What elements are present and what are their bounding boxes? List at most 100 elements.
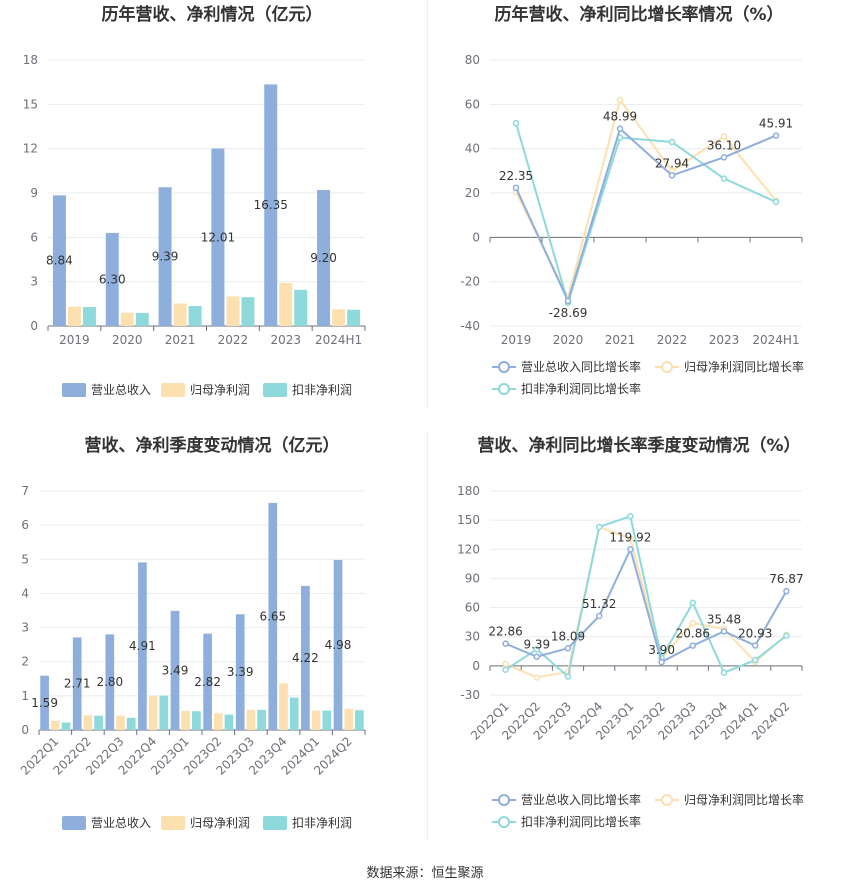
y-tick-label: 18 — [23, 53, 38, 67]
data-label: 12.01 — [201, 230, 235, 244]
x-tick-label: 2020 — [112, 333, 143, 347]
bar — [203, 633, 212, 730]
data-point — [533, 646, 541, 653]
chart-quarterly-growth-rate: 营收、净利同比增长率季度变动情况（%） -30 0 30 60 90 120 150 180 2… — [428, 430, 850, 850]
data-point — [783, 587, 790, 595]
chart-quarterly-revenue-profit: 营收、净利季度变动情况（亿元） 0 1 2 3 4 5 6 7 2022Q1 2022Q2 2022… — [0, 430, 425, 850]
legend-label: 扣非净利润 — [292, 816, 352, 830]
x-tick-label: 2022 — [218, 333, 249, 347]
data-point — [616, 125, 624, 132]
bar — [294, 289, 308, 326]
chart-title: 历年营收、净利同比增长率情况（%） — [494, 4, 783, 25]
data-point — [502, 666, 509, 673]
data-label: 36.10 — [707, 138, 741, 152]
y-tick-label: 1 — [21, 689, 29, 703]
legend-swatch — [161, 383, 185, 397]
data-label: 4.91 — [129, 639, 156, 653]
bar — [224, 714, 234, 730]
y-tick-label: 40 — [465, 142, 480, 156]
y-tick-label: 4 — [21, 586, 29, 600]
data-point — [689, 619, 697, 627]
bar — [61, 722, 71, 730]
legend-label: 营业总收入 — [91, 383, 151, 397]
data-point — [627, 535, 634, 542]
bar — [289, 697, 299, 730]
y-tick-label: 30 — [465, 630, 480, 644]
y-tick-label: 90 — [465, 571, 480, 585]
data-label: 2.71 — [64, 677, 91, 691]
y-tick-label: 80 — [465, 53, 480, 67]
x-tick-label: 2021 — [605, 333, 636, 347]
data-label: 8.84 — [46, 254, 73, 268]
legend-marker — [661, 794, 673, 806]
y-tick-label: 0 — [21, 723, 29, 737]
bar — [211, 148, 225, 326]
y-tick-label: 5 — [21, 552, 29, 566]
bar — [67, 306, 81, 326]
bar — [268, 502, 278, 730]
data-label: 119.92 — [609, 530, 651, 544]
data-label: 9.20 — [310, 251, 337, 265]
legend-swatch — [263, 383, 287, 397]
x-tick-label: 2023 — [709, 333, 740, 347]
data-point — [564, 673, 572, 680]
bar — [120, 312, 134, 326]
y-tick-label: 0 — [30, 319, 38, 333]
bar — [213, 713, 223, 730]
bar — [241, 297, 255, 326]
y-tick-label: 2 — [21, 655, 29, 669]
legend-label: 营业总收入同比增长率 — [521, 359, 641, 374]
y-tick-label: 9 — [30, 186, 38, 200]
bar — [82, 307, 96, 326]
bar — [279, 683, 288, 730]
data-point — [720, 628, 728, 635]
bar — [72, 637, 82, 730]
data-point — [751, 656, 759, 664]
y-tick-label: 150 — [457, 513, 480, 527]
bar — [158, 187, 172, 326]
chart-annual-growth-rate-svg: 历年营收、净利同比增长率情况（%） -40 -20 0 20 40 60 80 2019 202… — [460, 4, 804, 396]
data-label: 9.39 — [523, 638, 550, 652]
data-point — [616, 96, 624, 104]
bar — [317, 190, 331, 326]
data-label: -28.69 — [549, 306, 588, 320]
data-label: 22.86 — [488, 625, 522, 639]
data-label: 76.87 — [769, 572, 803, 586]
legend-label: 归母净利润 — [190, 383, 250, 397]
chart-quarterly-growth-rate-svg: 营收、净利同比增长率季度变动情况（%） -30 0 30 60 90 120 150 180 2… — [457, 435, 804, 829]
data-label: 20.86 — [676, 627, 710, 641]
data-label: 9.39 — [152, 250, 179, 264]
y-tick-label: 60 — [465, 601, 480, 615]
y-tick-label: 20 — [465, 186, 480, 200]
y-tick-label: -20 — [460, 275, 480, 289]
legend-label: 营业总收入同比增长率 — [521, 792, 641, 807]
x-tick-label: 2024H1 — [315, 333, 362, 347]
y-tick-label: -40 — [460, 319, 480, 333]
data-point — [720, 669, 728, 676]
data-point — [689, 599, 697, 606]
legend-swatch — [62, 816, 86, 830]
legend-marker — [498, 361, 510, 373]
data-label: 35.48 — [707, 612, 741, 626]
x-tick-label: 2022 — [657, 333, 688, 347]
bar — [332, 309, 346, 326]
data-label: 6.65 — [259, 609, 286, 623]
legend-label: 扣非净利润同比增长率 — [521, 381, 641, 396]
divider-top — [427, 0, 428, 408]
data-label: 4.22 — [292, 651, 319, 665]
data-label: 22.35 — [499, 169, 533, 183]
data-label: 16.35 — [254, 198, 288, 212]
chart-quarterly-revenue-profit-svg: 营收、净利季度变动情况（亿元） 012345672022Q12022Q22022… — [18, 435, 366, 830]
y-tick-label: 3 — [30, 275, 38, 289]
data-point — [720, 175, 728, 182]
series-line — [515, 126, 777, 304]
bar — [188, 306, 202, 326]
x-tick-label: 2019 — [59, 333, 90, 347]
y-tick-label: 6 — [30, 230, 38, 244]
bar — [311, 710, 321, 730]
y-tick-label: -30 — [460, 688, 480, 702]
data-point — [627, 546, 634, 553]
data-point — [720, 133, 728, 140]
data-label: 6.30 — [99, 272, 126, 286]
bar — [257, 709, 266, 730]
